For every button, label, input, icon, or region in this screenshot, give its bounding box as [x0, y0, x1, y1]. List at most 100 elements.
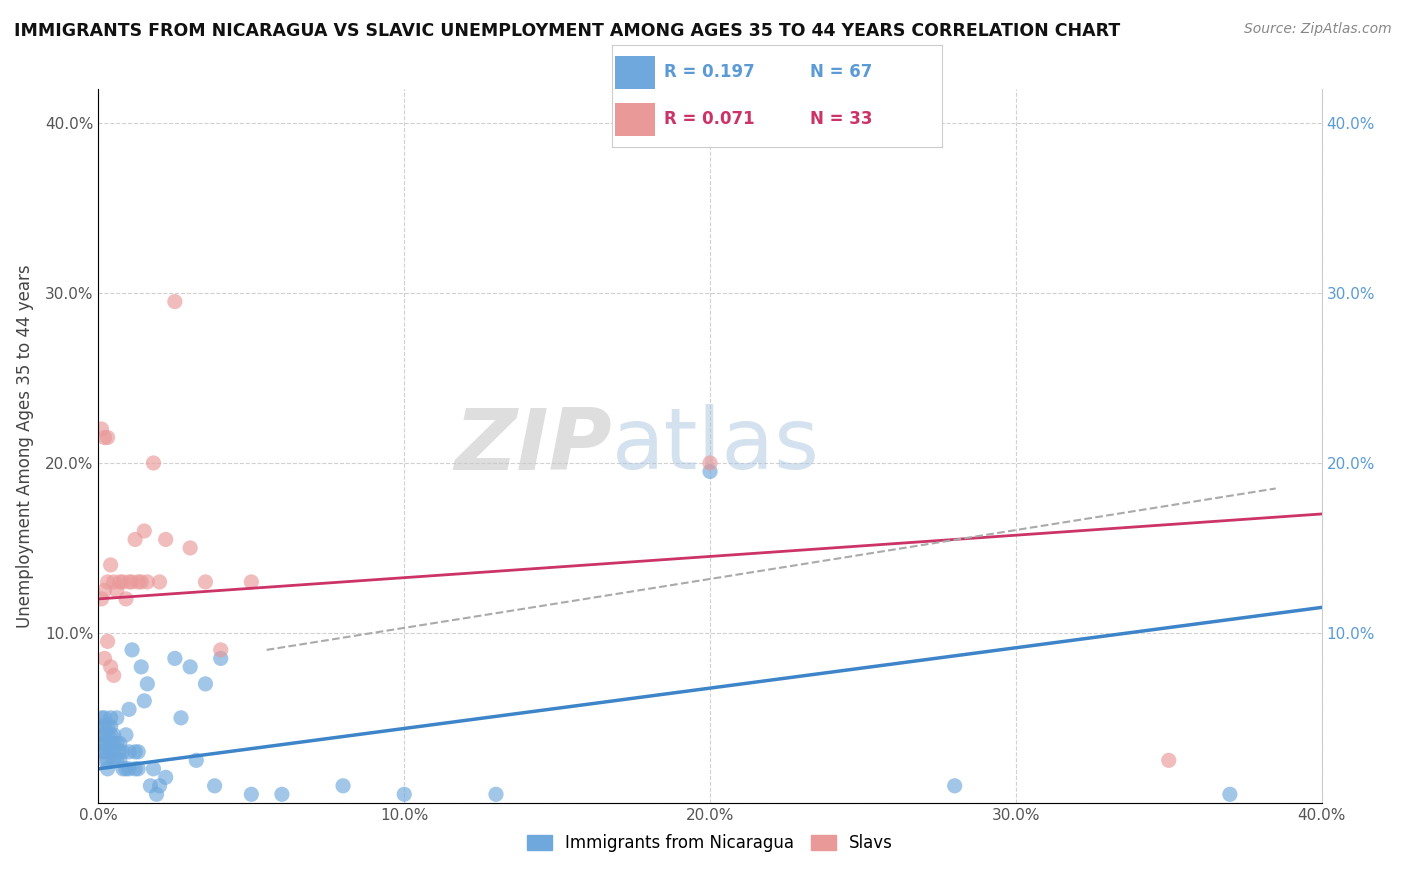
Point [240, 787, 263, 801]
Text: ZIP: ZIP [454, 404, 612, 488]
Point [485, 787, 508, 801]
Point [103, 753, 125, 767]
Point [118, 762, 141, 776]
Point [105, 583, 128, 598]
Point [108, 736, 131, 750]
Point [209, 651, 232, 665]
Point [93, 745, 115, 759]
Point [127, 745, 149, 759]
Point [93, 430, 115, 444]
Point [93, 736, 115, 750]
Point [103, 745, 125, 759]
Text: atlas: atlas [612, 404, 820, 488]
Point [179, 541, 201, 555]
Point [149, 779, 172, 793]
Point [90, 719, 112, 733]
Point [103, 728, 125, 742]
Point [186, 753, 208, 767]
Point [90, 591, 112, 606]
Legend: Immigrants from Nicaragua, Slavs: Immigrants from Nicaragua, Slavs [520, 828, 900, 859]
Point [163, 294, 186, 309]
Point [97, 574, 120, 589]
Point [332, 779, 354, 793]
Point [118, 574, 141, 589]
Point [111, 574, 134, 589]
Point [108, 574, 131, 589]
Point [97, 728, 120, 742]
Point [97, 762, 120, 776]
Point [90, 711, 112, 725]
Point [943, 779, 966, 793]
Point [699, 456, 721, 470]
Y-axis label: Unemployment Among Ages 35 to 44 years: Unemployment Among Ages 35 to 44 years [15, 264, 34, 628]
Point [93, 711, 115, 725]
Point [127, 574, 149, 589]
Point [93, 719, 115, 733]
Text: R = 0.197: R = 0.197 [665, 63, 755, 81]
Point [103, 736, 125, 750]
Point [204, 779, 226, 793]
Point [105, 736, 128, 750]
Text: Source: ZipAtlas.com: Source: ZipAtlas.com [1244, 22, 1392, 37]
Point [105, 711, 128, 725]
Point [136, 677, 159, 691]
Point [145, 787, 167, 801]
Text: N = 33: N = 33 [810, 111, 872, 128]
Point [100, 660, 122, 674]
Point [118, 702, 141, 716]
Point [142, 456, 165, 470]
Point [97, 753, 120, 767]
Point [100, 711, 122, 725]
Point [392, 787, 416, 801]
Point [100, 736, 122, 750]
Point [100, 719, 122, 733]
Point [97, 719, 120, 733]
Point [270, 787, 292, 801]
Point [142, 762, 165, 776]
Point [1157, 753, 1180, 767]
Point [97, 745, 120, 759]
Text: R = 0.071: R = 0.071 [665, 111, 755, 128]
Point [124, 762, 146, 776]
Point [155, 533, 177, 547]
Point [100, 745, 122, 759]
Point [97, 736, 120, 750]
Point [699, 465, 721, 479]
Point [90, 422, 112, 436]
FancyBboxPatch shape [614, 56, 655, 88]
Point [103, 574, 125, 589]
Point [118, 745, 141, 759]
Point [127, 762, 149, 776]
Point [108, 753, 131, 767]
Text: N = 67: N = 67 [810, 63, 872, 81]
Point [103, 668, 125, 682]
Point [90, 745, 112, 759]
Point [124, 745, 146, 759]
Point [115, 762, 138, 776]
Point [155, 770, 177, 784]
Point [163, 651, 186, 665]
Point [194, 574, 217, 589]
Point [170, 711, 193, 725]
Point [194, 677, 217, 691]
Point [240, 574, 263, 589]
Point [100, 558, 122, 572]
Point [134, 694, 156, 708]
Point [129, 660, 152, 674]
Point [97, 430, 120, 444]
Point [97, 634, 120, 648]
Point [93, 753, 115, 767]
Point [115, 728, 138, 742]
Point [121, 574, 143, 589]
Text: IMMIGRANTS FROM NICARAGUA VS SLAVIC UNEMPLOYMENT AMONG AGES 35 TO 44 YEARS CORRE: IMMIGRANTS FROM NICARAGUA VS SLAVIC UNEM… [14, 22, 1121, 40]
Point [105, 753, 128, 767]
Point [111, 745, 134, 759]
Point [136, 574, 159, 589]
Point [100, 728, 122, 742]
Point [1219, 787, 1241, 801]
FancyBboxPatch shape [614, 103, 655, 136]
Point [93, 583, 115, 598]
Point [209, 643, 232, 657]
Point [90, 728, 112, 742]
Point [139, 779, 162, 793]
